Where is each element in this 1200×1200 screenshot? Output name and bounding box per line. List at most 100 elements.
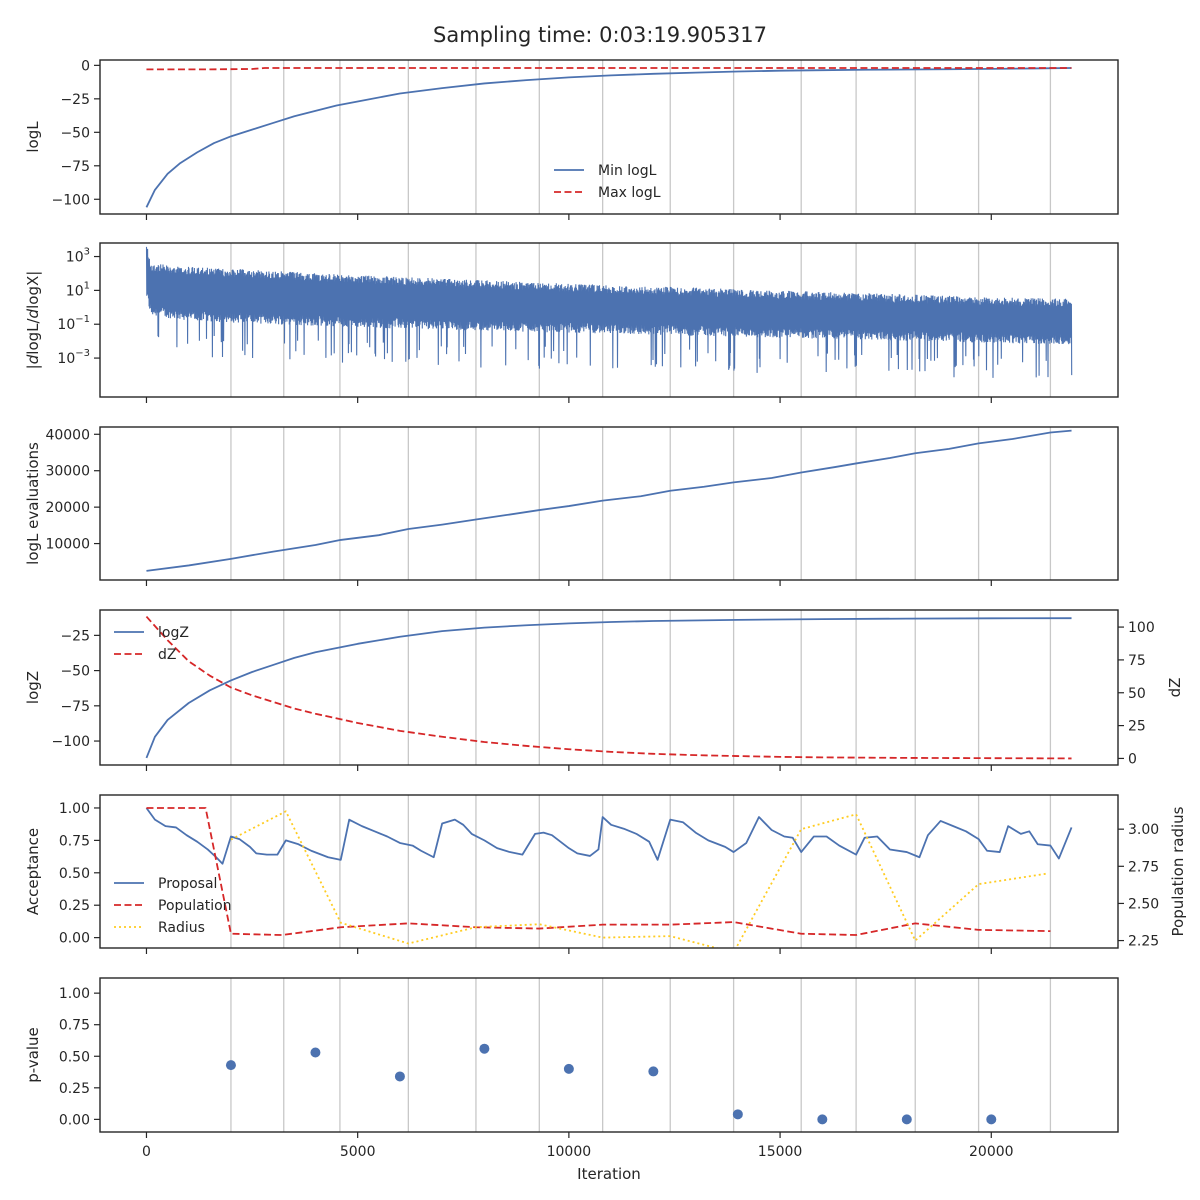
- legend-label-5-1: Population: [158, 898, 232, 914]
- ylabel-4: logZ: [24, 671, 42, 704]
- ylabel-part-0: |: [24, 364, 42, 369]
- panel-frame-1: [99, 59, 1119, 215]
- series-3-0: [146, 429, 1072, 572]
- pvalue-point-0: [225, 1060, 236, 1071]
- ytick-label-4-3: −100: [52, 734, 90, 750]
- pvalue-point-2: [394, 1071, 405, 1082]
- panel-5: 0.00 0.25 0.50 0.75 1.00 2.25 2.50 2.75 3.00 Acce…: [24, 794, 1187, 954]
- panel-plot-area-6: [225, 1043, 997, 1125]
- ytick-base: 10: [57, 351, 75, 367]
- ytick-label-2-3: 10−3: [57, 348, 90, 367]
- pvalue-point-1: [310, 1047, 321, 1058]
- y2tick-label-4-4: 100: [1128, 620, 1155, 636]
- ytick-label-3-2: 30000: [45, 464, 90, 480]
- figure-title: Sampling time: 0:03:19.905317: [433, 23, 767, 47]
- ytick-label-6-0: 0.00: [59, 1112, 90, 1128]
- xlabel: Iteration: [577, 1165, 641, 1183]
- ytick-exponent: 1: [84, 280, 90, 291]
- series-5-radius: [230, 810, 1047, 948]
- y2label-5: Population radius: [1169, 806, 1187, 936]
- pvalue-point-7: [817, 1114, 828, 1125]
- series-2-0: [145, 246, 1073, 378]
- y2tick-label-4-3: 75: [1128, 653, 1146, 669]
- ytick-exponent: 3: [84, 247, 90, 258]
- panel-plot-area-4: [145, 615, 1072, 760]
- ytick-label-2-0: 103: [66, 247, 90, 266]
- panel-plot-area-1: [145, 67, 1072, 208]
- ytick-exponent: −1: [75, 314, 90, 325]
- panel-4: −25 −50 −75 −100 0 25 50 75 100 logZ dZ logZ dZ: [24, 609, 1184, 771]
- ylabel-part-1: d: [24, 354, 42, 364]
- ylabel-1: logL: [24, 121, 42, 153]
- ylabel-6: p-value: [24, 1027, 42, 1083]
- ytick-label-5-2: 0.50: [59, 866, 90, 882]
- y2tick-label-4-1: 25: [1128, 719, 1146, 735]
- series-5-population: [146, 807, 1051, 936]
- y2tick-label-5-2: 2.75: [1128, 859, 1159, 875]
- ytick-label-3-1: 20000: [45, 500, 90, 516]
- ytick-base: 10: [66, 250, 84, 266]
- ytick-label-4-0: −25: [60, 628, 90, 644]
- ytick-base: 10: [57, 317, 75, 333]
- ytick-label-4-2: −75: [60, 699, 90, 715]
- series-4-dz: [145, 615, 1072, 760]
- xtick-label-3: 15000: [758, 1144, 803, 1160]
- panel-frame-2: [99, 242, 1119, 398]
- series-5-proposal: [145, 807, 1073, 865]
- panel-1: 0 −25 −50 −75 −100 logL Min logL Max logL: [24, 58, 1119, 220]
- series-1-max-logl: [146, 67, 1072, 71]
- ytick-label-1-0: 0: [81, 58, 90, 74]
- ylabel-part-5: logX: [24, 276, 42, 309]
- pvalue-point-6: [732, 1109, 743, 1120]
- ytick-label-5-3: 0.75: [59, 833, 90, 849]
- ylabel-part-2: logL: [24, 323, 42, 355]
- legend-label-5-2: Radius: [158, 920, 205, 936]
- legend-label-1-1: Max logL: [598, 185, 661, 201]
- y2tick-label-4-2: 50: [1128, 686, 1146, 702]
- ytick-label-6-1: 0.25: [59, 1081, 90, 1097]
- y2tick-label-4-0: 0: [1128, 751, 1137, 767]
- y2tick-label-5-0: 2.25: [1128, 934, 1159, 950]
- panel-plot-area-3: [146, 429, 1072, 572]
- ytick-label-1-3: −75: [60, 159, 90, 175]
- panel-frame-3: [99, 426, 1119, 581]
- legend-label-4-0: logZ: [158, 625, 189, 641]
- ylabel-3: logL evaluations: [24, 442, 42, 565]
- pvalue-point-5: [648, 1066, 659, 1077]
- panel-frame-6: [99, 977, 1119, 1133]
- xtick-label-4: 20000: [969, 1144, 1014, 1160]
- xtick-label-2: 10000: [547, 1144, 592, 1160]
- ytick-label-3-3: 40000: [45, 427, 90, 443]
- y2tick-label-5-1: 2.50: [1128, 896, 1159, 912]
- ytick-label-6-4: 1.00: [59, 986, 90, 1002]
- panel-frame-5: [99, 794, 1119, 949]
- ylabel-5: Acceptance: [24, 828, 42, 915]
- series-4-logz: [145, 617, 1072, 759]
- y2label-4: dZ: [1166, 678, 1184, 698]
- ytick-base: 10: [66, 283, 84, 299]
- ytick-label-2-2: 10−1: [57, 314, 90, 333]
- ylabel-part-3: /: [24, 317, 42, 323]
- ytick-label-6-3: 0.75: [59, 1018, 90, 1034]
- ytick-label-1-4: −100: [52, 192, 90, 208]
- legend-label-5-0: Proposal: [158, 876, 217, 892]
- panel-plot-area-2: [145, 246, 1073, 378]
- panel-frame-4: [99, 609, 1119, 766]
- legend-label-1-0: Min logL: [598, 163, 657, 179]
- series-1-min-logl: [145, 67, 1072, 208]
- ytick-label-1-1: −25: [60, 92, 90, 108]
- ytick-label-5-1: 0.25: [59, 898, 90, 914]
- xtick-label-1: 5000: [340, 1144, 376, 1160]
- pvalue-point-4: [563, 1063, 574, 1074]
- ytick-label-6-2: 0.50: [59, 1049, 90, 1065]
- ylabel-2: |dlogL/dlogX|: [24, 271, 42, 370]
- ytick-label-1-2: −50: [60, 125, 90, 141]
- pvalue-point-8: [901, 1114, 912, 1125]
- pvalue-point-3: [479, 1043, 490, 1054]
- ytick-label-5-0: 0.00: [59, 931, 90, 947]
- ytick-label-2-1: 101: [66, 280, 90, 299]
- xtick-label-0: 0: [142, 1144, 151, 1160]
